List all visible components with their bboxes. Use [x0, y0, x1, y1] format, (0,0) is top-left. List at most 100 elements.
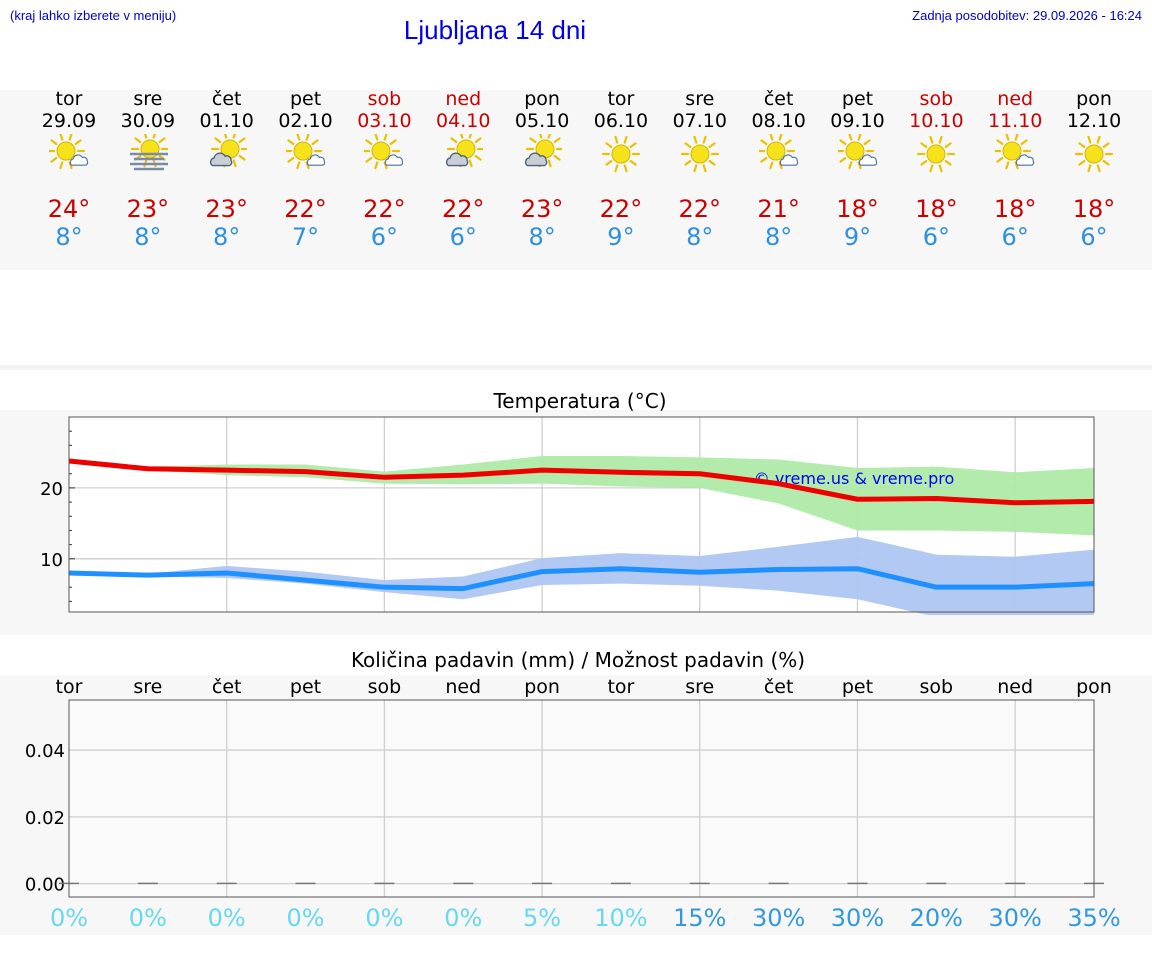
day-date: 11.10: [987, 110, 1043, 132]
y-tick-label: 10: [40, 550, 63, 571]
x-tick-label: sob: [920, 676, 954, 698]
day-date: 06.10: [593, 110, 649, 132]
day-column: čet 01.10 23° 8°: [187, 88, 266, 270]
day-column: ned 11.10 18° 6°: [976, 88, 1055, 270]
day-column: tor 06.10 22° 9°: [581, 88, 660, 270]
last-updated: Zadnja posodobitev: 29.09.2026 - 16:24: [912, 8, 1142, 23]
day-date: 29.09: [41, 110, 97, 132]
precip-bar: [216, 882, 237, 885]
min-temp: 6°: [922, 223, 950, 251]
x-tick-label: tor: [56, 676, 83, 698]
sun-icon: [680, 134, 720, 174]
max-temp: 24°: [47, 195, 91, 223]
sun-cloud-icon: [362, 132, 404, 174]
day-name: sob: [367, 88, 402, 110]
day-column: sob 10.10 18° 6°: [897, 88, 976, 270]
sun-fog-icon: [128, 130, 169, 174]
max-temp: 23°: [205, 195, 248, 223]
watermark: © vreme.us & vreme.pro: [754, 469, 955, 488]
x-tick-label: sob: [368, 676, 402, 698]
sun-cloudy-icon: [522, 130, 565, 174]
min-temp: 7°: [291, 223, 320, 251]
day-date: 01.10: [199, 110, 254, 132]
precip-bar: [532, 882, 553, 885]
x-tick-label: čet: [764, 676, 794, 698]
day-name: čet: [763, 88, 794, 110]
min-temp: 8°: [134, 223, 162, 251]
day-name: ned: [997, 88, 1034, 110]
day-name: pet: [841, 88, 874, 110]
x-tick-label: pon: [524, 676, 560, 698]
temperature-chart: Temperatura (°C) 10 20 © vreme.us & vreme.p…: [40, 389, 1095, 615]
sun-cloudy-icon: [443, 130, 486, 174]
max-temp-line: [68, 458, 1095, 506]
y-tick-label: 20: [40, 479, 63, 500]
precip-probability: 35%: [1067, 904, 1120, 932]
sun-icon: [1074, 134, 1114, 174]
day-column: tor 29.09 24° 8°: [30, 88, 109, 270]
sun-icon: [916, 134, 956, 174]
precip-probability: 0%: [50, 904, 88, 932]
x-tick-label: pon: [1076, 676, 1112, 698]
location-hint: (kraj lahko izberete v meniju): [10, 8, 177, 23]
precip-probability: 0%: [286, 904, 324, 932]
sun-cloud-icon: [46, 132, 89, 174]
day-column: pon 12.10 18° 6°: [1055, 88, 1134, 270]
precip-bar: [137, 882, 158, 885]
min-temp-band: [69, 536, 1094, 615]
precip-bar: [689, 882, 710, 885]
sun-cloud-icon: [835, 132, 878, 174]
spacer-panel: [0, 365, 1152, 370]
precip-probability: 0%: [444, 904, 482, 932]
precip-bar: [453, 882, 474, 885]
day-date: 07.10: [672, 110, 727, 132]
max-temp: 22°: [678, 195, 722, 223]
max-temp: 18°: [836, 195, 879, 223]
day-name: pet: [289, 88, 322, 110]
precip-bar: [610, 882, 631, 885]
min-temp: 8°: [686, 223, 714, 251]
sun-cloudy-icon: [207, 130, 249, 174]
precip-bar: [926, 882, 947, 885]
day-name: ned: [445, 88, 482, 110]
precip-probability: 30%: [831, 904, 884, 932]
day-name: tor: [607, 88, 635, 110]
precip-probability: 5%: [523, 904, 561, 932]
day-column: pet 02.10 22° 7°: [266, 88, 345, 270]
y-tick-label: 0.00: [25, 875, 65, 896]
min-temp: 8°: [55, 223, 83, 251]
plot-frame: [68, 416, 1095, 613]
x-tick-label: pet: [842, 676, 873, 698]
min-temp: 6°: [449, 223, 477, 251]
day-column: ned 04.10 22° 6°: [424, 88, 503, 270]
x-tick-label: sre: [685, 676, 714, 698]
x-tick-label: ned: [997, 676, 1033, 698]
day-name: sre: [133, 88, 163, 110]
y-tick-label: 0.02: [25, 808, 65, 829]
min-temp: 8°: [213, 223, 241, 251]
max-temp: 23°: [126, 195, 170, 223]
plot-frame: [68, 699, 1095, 898]
day-column: čet 08.10 21° 8°: [739, 88, 818, 270]
x-tick-label: čet: [212, 676, 242, 698]
chart-title: Temperatura (°C): [492, 389, 666, 413]
day-column: pon 05.10 23° 8°: [503, 88, 582, 270]
day-name: sre: [685, 88, 715, 110]
sun-icon: [601, 134, 641, 174]
precip-probability: 20%: [910, 904, 963, 932]
day-column: sre 07.10 22° 8°: [660, 88, 739, 270]
precip-probability: 10%: [594, 904, 647, 932]
precip-probability: 0%: [365, 904, 403, 932]
plot-area: [69, 700, 1094, 897]
x-tick-label: tor: [607, 676, 634, 698]
min-temp: 6°: [370, 223, 399, 251]
min-temp-line: [68, 566, 1095, 592]
day-date: 10.10: [909, 110, 964, 132]
day-name: pon: [524, 88, 560, 110]
x-tick-label: sre: [133, 676, 162, 698]
min-temp: 9°: [607, 223, 635, 251]
max-temp: 22°: [284, 195, 327, 223]
max-temp: 22°: [441, 195, 485, 223]
max-temp: 22°: [363, 195, 406, 223]
day-name: sob: [919, 88, 954, 110]
